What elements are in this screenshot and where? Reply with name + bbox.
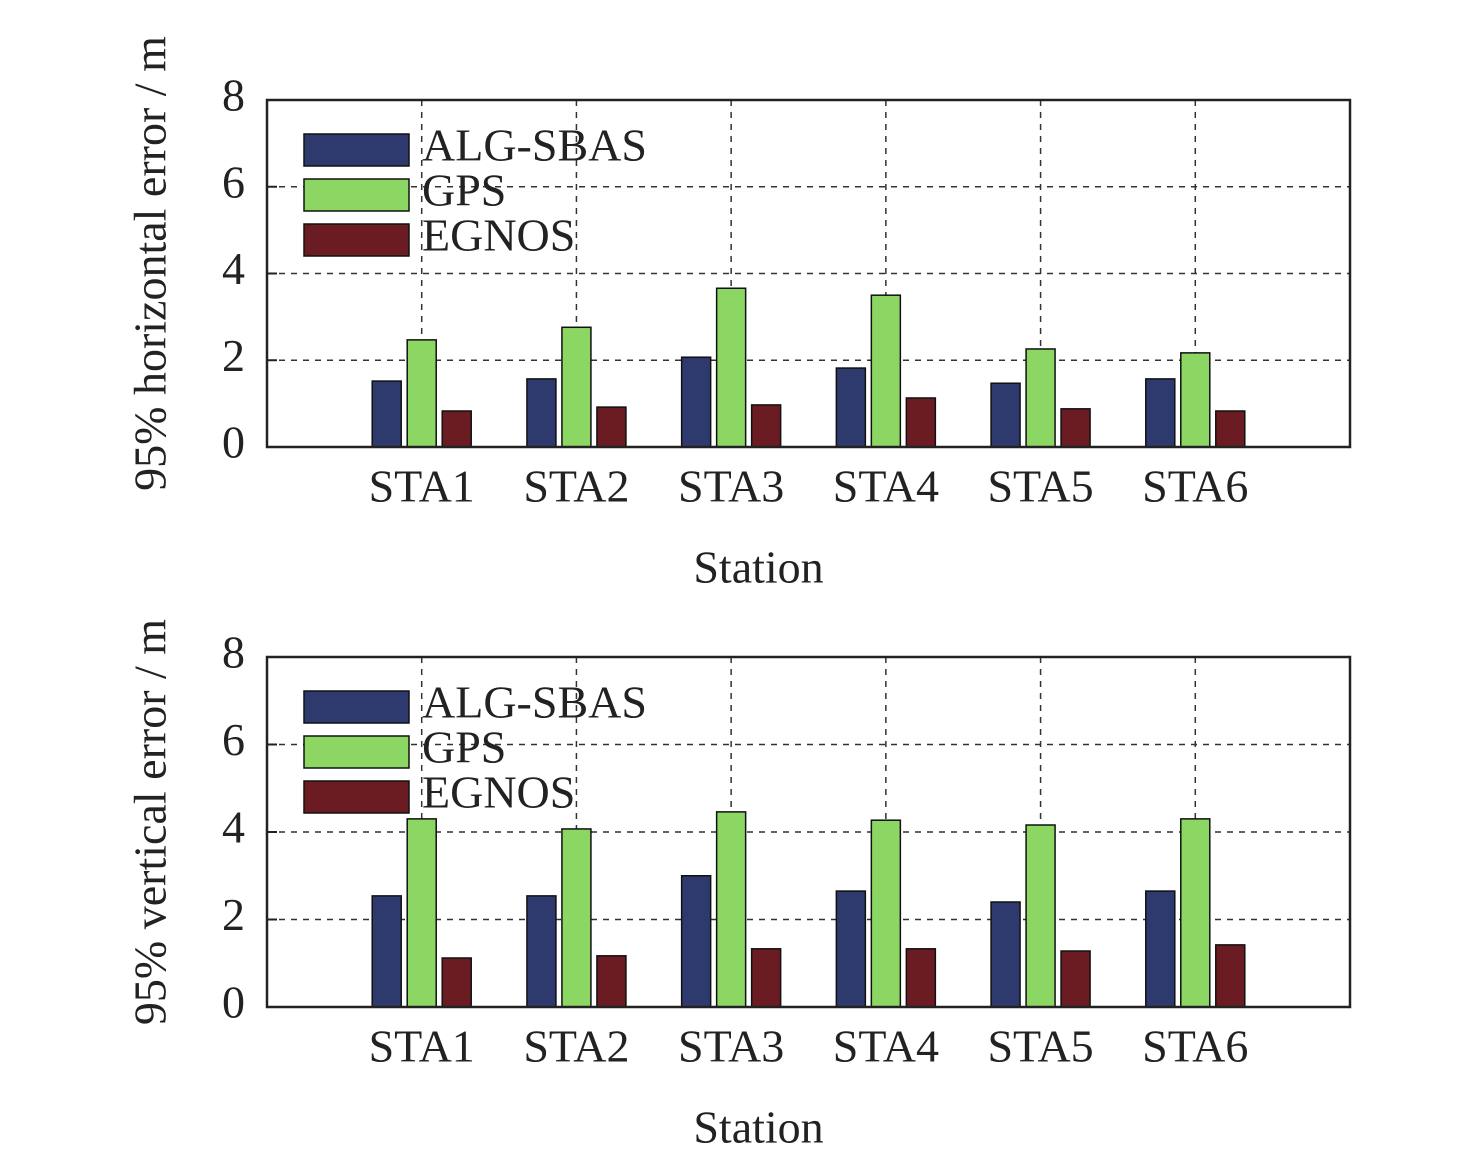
x-tick-label: STA1 <box>369 461 475 512</box>
bar <box>371 380 402 448</box>
bar <box>715 811 747 1008</box>
y-tick-label: 2 <box>222 889 245 940</box>
axes-frame <box>265 655 1352 1009</box>
legend-swatch <box>303 178 410 212</box>
bar <box>680 875 712 1008</box>
bar <box>680 356 712 448</box>
bar <box>406 339 437 448</box>
y-tick-label: 6 <box>222 156 245 207</box>
y-tick-label: 4 <box>222 802 245 853</box>
legend-label: ALG-SBAS <box>422 120 647 171</box>
x-tick-label: STA6 <box>1142 1021 1248 1072</box>
bar <box>870 294 902 448</box>
legend-label: ALG-SBAS <box>422 677 647 728</box>
axes-frame <box>265 98 1352 449</box>
bar <box>1180 818 1211 1008</box>
bar <box>750 948 782 1008</box>
bar <box>905 397 937 448</box>
x-tick-label: STA2 <box>523 1021 629 1072</box>
y-tick-label: 8 <box>222 627 245 678</box>
legend-swatch <box>303 780 410 814</box>
bar <box>526 895 557 1008</box>
bar <box>526 378 557 448</box>
bar <box>990 901 1021 1008</box>
bar <box>1060 408 1091 448</box>
bar <box>1060 950 1091 1008</box>
x-axis-label: Station <box>693 1102 823 1153</box>
bar <box>1145 378 1176 448</box>
bar <box>441 410 472 448</box>
panel: 0 2 4 6 8 STA1 STA2 STA3 STA4 STA5 STA6 Station 95% … <box>125 619 1352 1153</box>
x-tick-label: STA5 <box>987 1021 1093 1072</box>
x-tick-label: STA5 <box>987 461 1093 512</box>
bar <box>835 890 867 1008</box>
bar <box>371 895 402 1008</box>
x-tick-label: STA3 <box>678 461 784 512</box>
legend-label: GPS <box>422 722 506 773</box>
bar <box>870 819 902 1008</box>
y-axis-label: 95% horizontal error / m <box>125 36 176 491</box>
bar <box>1215 944 1246 1008</box>
x-axis-label: Station <box>693 542 823 593</box>
bar <box>561 326 592 448</box>
x-tick-label: STA1 <box>369 1021 475 1072</box>
y-tick-label: 0 <box>222 417 245 468</box>
bar <box>596 406 627 448</box>
x-tick-label: STA4 <box>833 461 939 512</box>
bar <box>1215 410 1246 448</box>
legend-swatch <box>303 223 410 257</box>
y-tick-label: 0 <box>222 977 245 1028</box>
panel: 0 2 4 6 8 STA1 STA2 STA3 STA4 STA5 STA6 Station 95% … <box>125 36 1352 593</box>
bar <box>406 818 437 1008</box>
x-tick-label: STA4 <box>833 1021 939 1072</box>
bar <box>715 287 747 448</box>
x-tick-label: STA3 <box>678 1021 784 1072</box>
x-tick-label: STA6 <box>1142 461 1248 512</box>
bar <box>835 367 867 448</box>
y-tick-label: 4 <box>222 243 245 294</box>
x-tick-label: STA2 <box>523 461 629 512</box>
y-tick-label: 8 <box>222 70 245 121</box>
bar <box>441 957 472 1008</box>
bar <box>990 382 1021 448</box>
legend-swatch <box>303 133 410 167</box>
legend-label: EGNOS <box>422 767 575 818</box>
legend-label: GPS <box>422 165 506 216</box>
bar <box>905 948 937 1008</box>
legend-swatch <box>303 735 410 769</box>
bar <box>596 955 627 1008</box>
legend-swatch <box>303 690 410 724</box>
bar <box>1180 352 1211 448</box>
y-tick-label: 2 <box>222 330 245 381</box>
bar <box>750 404 782 448</box>
bar <box>1145 890 1176 1008</box>
y-tick-label: 6 <box>222 714 245 765</box>
legend-label: EGNOS <box>422 210 575 261</box>
bar <box>1025 348 1056 448</box>
y-axis-label: 95% vertical error / m <box>125 619 176 1025</box>
bar <box>1025 824 1056 1008</box>
bar <box>561 828 592 1008</box>
